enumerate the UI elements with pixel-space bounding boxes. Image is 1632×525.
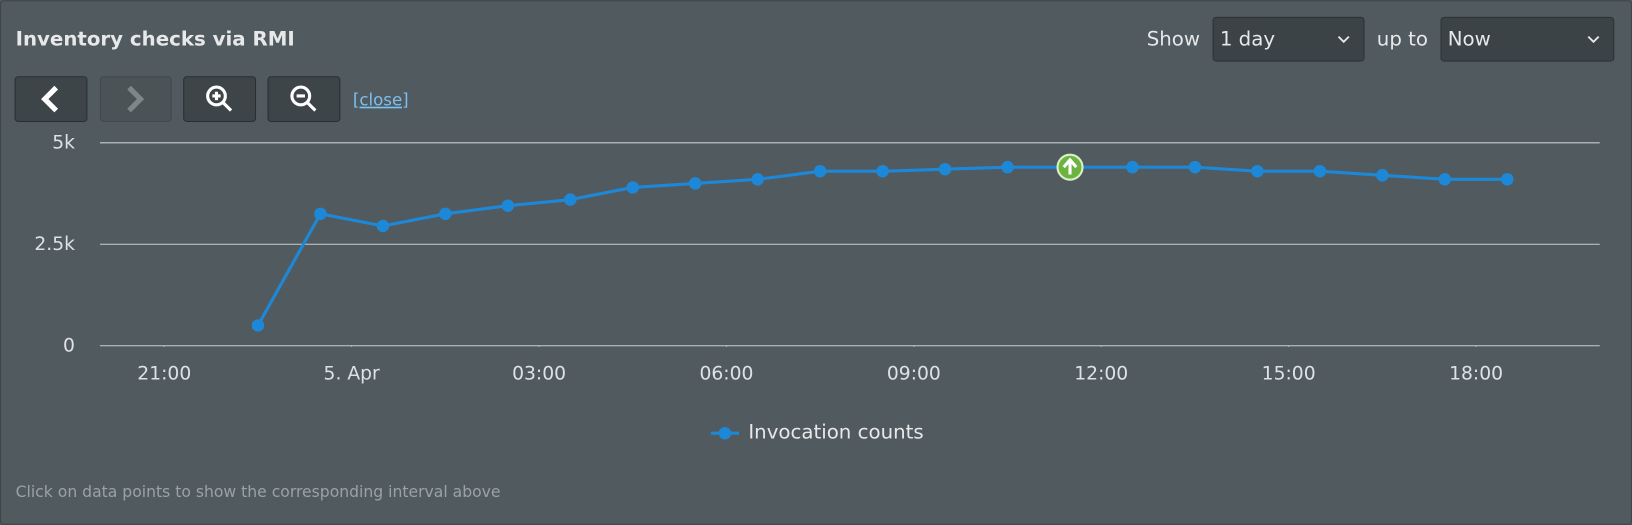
- data-point[interactable]: [751, 173, 764, 186]
- x-tick-label: 15:00: [1262, 363, 1316, 384]
- show-label: Show: [1147, 27, 1200, 50]
- x-tick-label: 09:00: [887, 363, 941, 384]
- data-point[interactable]: [1501, 173, 1514, 186]
- data-point[interactable]: [251, 319, 265, 332]
- forward-button[interactable]: [99, 76, 172, 122]
- x-tick-label: 03:00: [512, 363, 566, 384]
- plot: 0 2.5k 5k 21:00 5. Apr 03:00 06:00 09:00 12:00 15…: [34, 132, 1600, 444]
- icon-zoom-in: [212, 91, 233, 112]
- select-box[interactable]: [1440, 16, 1615, 62]
- title: Inventory checks via RMI: [16, 27, 295, 50]
- data-point[interactable]: [1251, 164, 1264, 178]
- up-to-label: up to: [1377, 27, 1428, 50]
- x-tick-label: 18:00: [1449, 363, 1503, 384]
- back-button[interactable]: [14, 76, 88, 122]
- icon-zoom-in: [206, 85, 227, 107]
- legend-label[interactable]: Invocation counts: [748, 421, 923, 444]
- x-tick-label: 06:00: [699, 363, 753, 384]
- data-point[interactable]: [1126, 160, 1139, 174]
- icon-forward: [127, 85, 145, 113]
- button[interactable]: [14, 76, 88, 122]
- data-point[interactable]: [1438, 173, 1452, 186]
- select-arrow: [1587, 35, 1600, 44]
- x-tick-label: 21:00: [137, 363, 191, 384]
- x-tick-label: 12:00: [1074, 363, 1128, 384]
- data-point[interactable]: [376, 219, 390, 233]
- icon-zoom-out: [290, 85, 312, 107]
- data-point[interactable]: [314, 207, 327, 221]
- data-point[interactable]: [1376, 169, 1389, 182]
- data-point[interactable]: [439, 207, 452, 221]
- data-point[interactable]: [1188, 160, 1202, 174]
- button[interactable]: [183, 76, 257, 122]
- data-point[interactable]: [688, 177, 702, 190]
- data-point[interactable]: [564, 193, 577, 206]
- highlight-arrow: [1062, 157, 1078, 175]
- y-tick-label: 2.5k: [34, 234, 75, 255]
- data-point[interactable]: [501, 199, 515, 212]
- data-point[interactable]: [938, 162, 952, 176]
- select-box[interactable]: [1212, 16, 1365, 62]
- close-link[interactable]: [close]: [353, 91, 409, 110]
- data-point[interactable]: [876, 164, 889, 178]
- data-point[interactable]: [626, 181, 640, 194]
- data-point[interactable]: [1001, 160, 1014, 174]
- icon-back: [41, 85, 59, 113]
- range-select[interactable]: 1 day: [1212, 16, 1365, 62]
- end-select[interactable]: Now: [1440, 16, 1615, 62]
- data-point[interactable]: [813, 164, 827, 178]
- zoom-out-button[interactable]: [267, 76, 341, 122]
- select-arrow: [1337, 35, 1350, 44]
- legend-marker: [718, 426, 732, 440]
- icon-zoom-out: [296, 94, 317, 112]
- zoom-in-button[interactable]: [183, 76, 257, 122]
- select-value[interactable]: Now: [1448, 27, 1491, 50]
- button[interactable]: [99, 76, 172, 122]
- y-tick-label: 0: [63, 335, 75, 356]
- select-value[interactable]: 1 day: [1220, 27, 1276, 50]
- x-tick-label: 5. Apr: [324, 363, 380, 384]
- y-tick-label: 5k: [52, 132, 75, 153]
- data-point[interactable]: [1313, 164, 1327, 178]
- footer-hint: Click on data points to show the corresp…: [16, 483, 501, 501]
- button[interactable]: [267, 76, 341, 122]
